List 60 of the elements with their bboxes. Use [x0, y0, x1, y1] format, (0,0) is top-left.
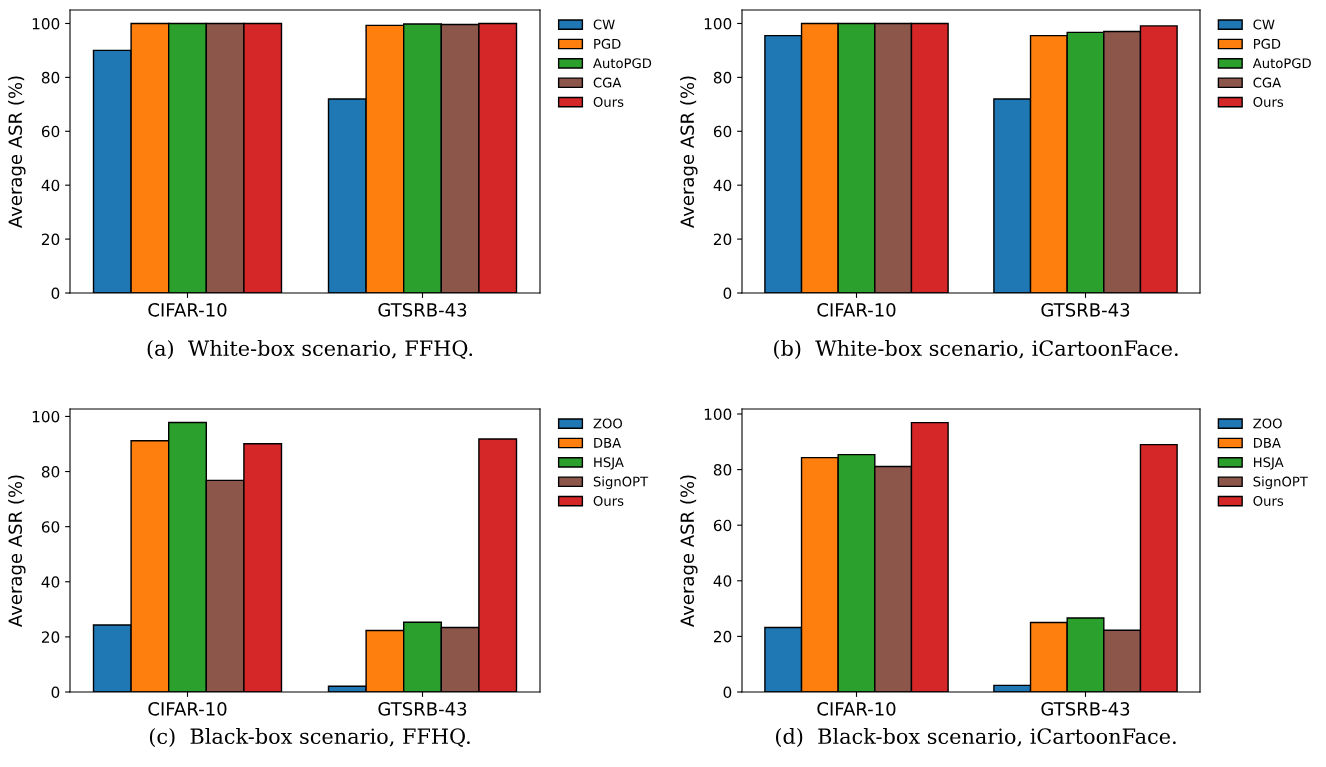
y-tick-label: 80 [41, 71, 60, 84]
y-tick-label: 0 [51, 287, 60, 300]
legend-label: Ours [593, 96, 624, 107]
legend-label: AutoPGD [1252, 58, 1311, 69]
y-tick-label: 20 [713, 630, 732, 643]
y-axis-title: Average ASR (%) [8, 76, 26, 228]
y-tick-label: 100 [704, 408, 732, 421]
y-tick-label: 40 [41, 179, 60, 192]
legend-label: DBA [1254, 438, 1281, 448]
y-axis-title: Average ASR (%) [8, 475, 26, 627]
y-tick-label: 20 [41, 631, 60, 643]
y-tick-label: 100 [704, 17, 732, 30]
y-tick-label: 100 [32, 410, 60, 423]
y-tick-label: 40 [713, 575, 732, 587]
legend-label: CGA [593, 77, 622, 88]
text: (b) White-box scenario, iCartoonFace. [774, 339, 1178, 359]
legend-label: Ours [1253, 96, 1284, 107]
legend-label: CW [593, 19, 615, 30]
legend-label: Ours [593, 495, 624, 506]
y-tick-label: 80 [713, 71, 732, 84]
text: (c) Black-box scenario, FFHQ. [149, 727, 470, 748]
y-tick-label: 80 [41, 466, 60, 478]
x-tick-label: GTSRB-43 [1041, 702, 1130, 716]
y-tick-label: 80 [713, 464, 732, 476]
legend-label: ZOO [593, 418, 623, 429]
x-tick-label: CIFAR-10 [148, 303, 227, 317]
x-tick-label: CIFAR-10 [817, 702, 896, 716]
y-tick-label: 20 [713, 233, 732, 246]
legend-label: PGD [1254, 38, 1281, 49]
y-tick-label: 60 [713, 125, 732, 138]
y-axis-title: Average ASR (%) [680, 475, 698, 627]
x-tick-label: CIFAR-10 [148, 702, 227, 716]
x-tick-label: GTSRB-43 [1041, 303, 1130, 317]
legend-label: SignOPT [593, 476, 649, 490]
x-tick-label: GTSRB-43 [378, 303, 467, 317]
legend-label: HSJA [1254, 457, 1284, 470]
y-tick-label: 60 [41, 521, 60, 533]
legend-label: CGA [1253, 77, 1282, 88]
y-tick-label: 100 [32, 17, 60, 30]
legend-label: AutoPGD [593, 58, 652, 69]
y-tick-label: 0 [723, 287, 732, 300]
legend-label: CW [1253, 19, 1275, 30]
y-tick-label: 20 [41, 233, 60, 246]
legend-label: SignOPT [1253, 476, 1308, 490]
y-tick-label: 0 [723, 686, 732, 699]
x-tick-label: GTSRB-43 [378, 702, 467, 716]
legend-label: HSJA [594, 457, 624, 470]
y-tick-label: 0 [51, 686, 60, 699]
legend-label: Ours [1253, 495, 1284, 506]
y-axis-title: Average ASR (%) [680, 76, 698, 228]
text: (a) White-box scenario, FFHQ. [147, 339, 473, 360]
text: (d) Black-box scenario, iCartoonFace. [775, 727, 1176, 747]
y-tick-label: 60 [713, 519, 732, 532]
legend-label: ZOO [1253, 418, 1282, 429]
legend-label: PGD [594, 38, 621, 49]
y-tick-label: 40 [41, 576, 60, 588]
x-tick-label: CIFAR-10 [817, 303, 896, 317]
y-tick-label: 60 [41, 125, 60, 138]
legend-label: DBA [594, 438, 622, 448]
y-tick-label: 40 [713, 179, 732, 192]
